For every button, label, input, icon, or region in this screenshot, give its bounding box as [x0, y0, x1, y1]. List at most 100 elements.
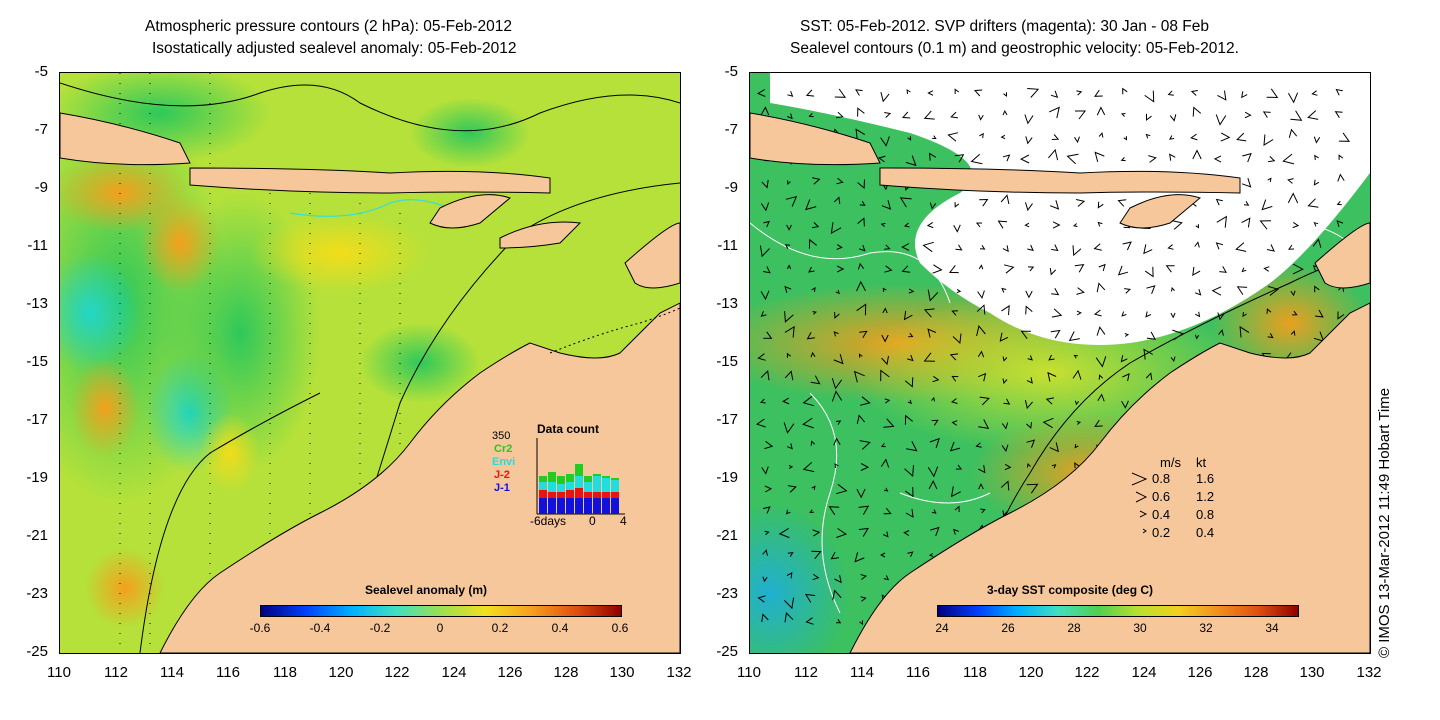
velocity-arrow	[1263, 134, 1274, 147]
velocity-arrow	[755, 418, 766, 428]
velocity-arrow	[1263, 266, 1270, 272]
velocity-arrow	[787, 551, 794, 558]
velocity-arrow	[812, 177, 821, 185]
velocity-arrow	[833, 437, 841, 446]
left-map[interactable]: Data count 350 Cr2 Envi J-2 J-1	[59, 72, 681, 654]
velocity-arrow	[1097, 393, 1105, 402]
left-cbar-tick: -0.4	[309, 621, 331, 635]
velocity-arrow	[836, 111, 844, 119]
velocity-arrow	[805, 199, 817, 211]
right-ytick: -9	[724, 179, 738, 196]
velocity-arrow	[1002, 245, 1009, 253]
velocity-arrow	[836, 528, 847, 538]
velocity-arrow	[760, 290, 770, 301]
legend-header-kt: kt	[1196, 455, 1207, 470]
velocity-arrow	[761, 613, 769, 623]
velocity-arrow	[760, 311, 767, 317]
right-cbar-tick: 26	[1001, 621, 1015, 635]
right-cbar-tick: 28	[1067, 621, 1081, 635]
java-island	[60, 112, 191, 166]
velocity-arrow	[927, 328, 937, 338]
velocity-arrow	[836, 265, 845, 273]
velocity-arrow	[930, 526, 940, 537]
velocity-arrow	[976, 304, 986, 315]
velocity-arrow	[1292, 310, 1298, 316]
velocity-arrow	[784, 244, 791, 249]
right-ytick: -23	[716, 585, 738, 602]
velocity-arrow	[833, 331, 839, 337]
velocity-arrow	[858, 527, 869, 537]
velocity-arrow	[786, 352, 791, 358]
velocity-arrow	[884, 112, 892, 118]
velocity-arrow	[1024, 399, 1033, 410]
velocity-arrow	[1287, 192, 1299, 204]
velocity-arrow	[762, 576, 768, 583]
velocity-arrow	[1096, 326, 1106, 336]
velocity-arrow	[1020, 330, 1031, 339]
velocity-arrow	[834, 311, 840, 319]
velocity-arrow	[1042, 417, 1054, 429]
velocity-arrow	[932, 264, 943, 274]
velocity-arrow	[1027, 88, 1040, 98]
satellite-tracks	[119, 73, 401, 653]
velocity-arrow	[784, 311, 794, 323]
timor-west	[429, 194, 512, 229]
velocity-arrow	[785, 509, 791, 515]
right-map[interactable]: m/s kt 0.8 1.6 0.6 1.2 0.4 0.8 0.2 0.4 3…	[749, 72, 1371, 654]
left-ytick: -19	[26, 469, 48, 486]
velocity-arrow	[834, 88, 847, 98]
velocity-arrow	[881, 334, 889, 343]
velocity-arrow	[1025, 202, 1033, 212]
left-xtick: 122	[384, 664, 410, 681]
velocity-arrow	[812, 222, 820, 229]
sat-label-j2: J-2	[494, 469, 510, 481]
velocity-arrow	[1120, 113, 1126, 117]
velocity-arrow	[858, 353, 863, 358]
velocity-arrow	[1217, 312, 1225, 321]
right-colorbar	[937, 605, 1299, 617]
velocity-arrow	[1171, 220, 1183, 230]
velocity-arrow	[1167, 244, 1174, 250]
velocity-arrow	[1074, 462, 1080, 469]
velocity-arrow	[1124, 288, 1131, 294]
velocity-arrow	[1215, 242, 1224, 250]
velocity-arrow	[979, 245, 986, 250]
velocity-arrow	[804, 593, 816, 603]
velocity-arrow	[1098, 132, 1104, 138]
velocity-arrow	[1050, 329, 1061, 339]
velocity-arrow	[860, 574, 867, 580]
velocity-arrow	[810, 440, 816, 446]
velocity-arrow	[1076, 310, 1082, 316]
velocity-arrow	[1001, 287, 1007, 293]
data-count-max: 350	[492, 430, 511, 442]
velocity-arrow	[833, 196, 841, 205]
right-ytick: -15	[716, 353, 738, 370]
velocity-arrow	[1094, 419, 1103, 427]
velocity-arrow	[787, 91, 794, 97]
velocity-arrow	[978, 483, 984, 490]
velocity-arrow	[931, 396, 935, 402]
velocity-arrow	[806, 332, 815, 340]
right-xtick: 114	[850, 664, 874, 681]
velocity-arrow	[810, 375, 821, 385]
velocity-arrow	[1096, 106, 1106, 116]
velocity-arrow	[859, 200, 866, 206]
velocity-arrow	[759, 398, 766, 404]
velocity-arrow	[761, 466, 769, 475]
left-cbar-tick: 0.6	[611, 621, 629, 635]
velocity-arrow	[836, 619, 842, 624]
velocity-arrow	[1001, 444, 1009, 452]
anomaly-yellow-2	[250, 213, 430, 293]
velocity-arrow	[903, 222, 910, 228]
left-xtick: 128	[553, 664, 579, 681]
velocity-arrow	[1121, 311, 1127, 317]
velocity-arrow	[1334, 111, 1343, 118]
velocity-arrow	[860, 596, 867, 602]
velocity-arrow	[1338, 132, 1351, 142]
velocity-arrow	[927, 466, 939, 478]
velocity-arrow	[884, 244, 891, 250]
left-xtick: 114	[160, 664, 184, 681]
velocity-arrow	[1000, 194, 1010, 205]
velocity-arrow	[761, 179, 769, 189]
left-xtick: 124	[441, 664, 467, 681]
